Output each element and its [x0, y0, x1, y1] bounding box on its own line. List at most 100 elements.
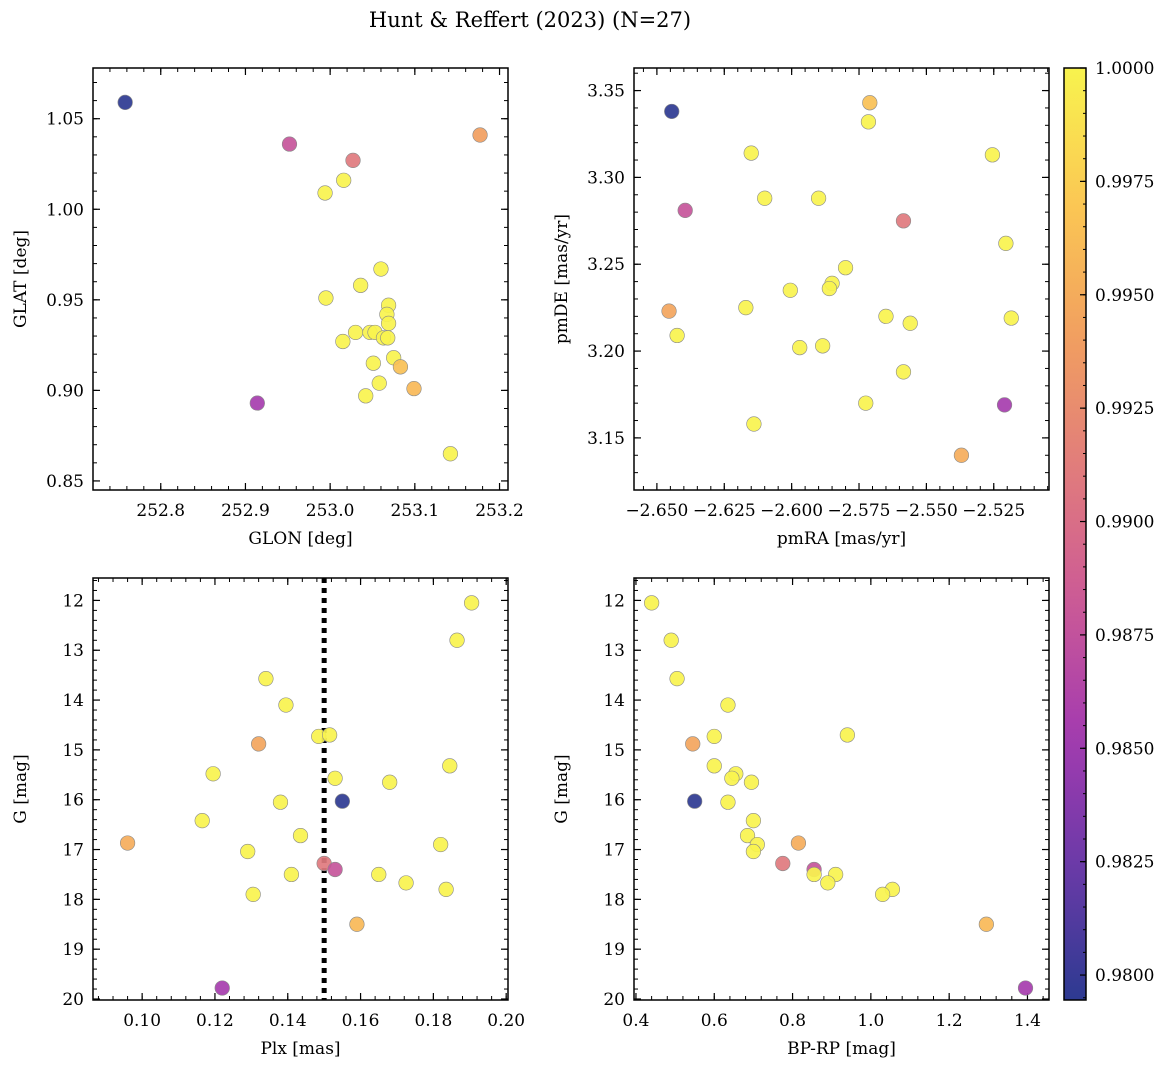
scatter-point: [438, 881, 454, 897]
y-tick-label: 3.20: [587, 342, 625, 362]
scatter-point: [706, 758, 722, 774]
scatter-point: [782, 282, 798, 298]
scatter-point: [322, 727, 338, 743]
y-tick-label: 19: [62, 940, 84, 960]
x-tick-label: −2.525: [962, 501, 1025, 521]
scatter-point: [334, 793, 350, 809]
colorbar-tick-label: 0.9850: [1095, 739, 1154, 759]
colorbar-tick-label: 0.9800: [1095, 966, 1154, 986]
scatter-point: [214, 980, 230, 996]
x-tick-label: −2.625: [693, 501, 756, 521]
x-axis-label: pmRA [mas/yr]: [777, 529, 906, 549]
y-tick-label: 20: [603, 990, 625, 1010]
y-tick-label: 0.90: [46, 381, 84, 401]
scatter-point: [745, 843, 762, 860]
scatter-point: [205, 766, 221, 782]
x-tick-label: 1.2: [936, 1011, 963, 1031]
scatter-point: [278, 697, 294, 713]
scatter-point: [1017, 980, 1034, 996]
y-tick-label: 13: [62, 641, 84, 661]
y-tick-label: 18: [603, 890, 625, 910]
scatter-point: [743, 145, 759, 161]
y-ticks: 12 13 14 15 16 17 18 19 20: [62, 591, 508, 1010]
scatter-point: [1003, 310, 1019, 326]
y-tick-label: 16: [62, 791, 84, 811]
x-tick-label: 253.2: [475, 501, 524, 521]
scatter-point: [119, 835, 136, 851]
scatter-point: [687, 793, 703, 809]
scatter-point: [724, 770, 740, 786]
x-tick-label: 0.20: [487, 1011, 525, 1031]
scatter-point: [358, 388, 374, 404]
y-tick-label: 12: [603, 591, 625, 611]
y-tick-label: 12: [62, 591, 84, 611]
x-ticks: −2.650 −2.625 −2.600 −2.575 −2.550 −2.525: [625, 68, 1025, 521]
scatter-point: [978, 916, 994, 932]
scatter-point: [258, 671, 274, 687]
scatter-point: [996, 397, 1013, 413]
scatter-point: [336, 172, 352, 188]
colorbar-tick-label: 0.9925: [1095, 399, 1154, 419]
scatter-point: [895, 364, 912, 380]
scatter-point: [194, 813, 210, 829]
x-axis-label: GLON [deg]: [248, 529, 352, 549]
x-ticks: 252.8 252.9 253.0 253.1 253.2: [136, 68, 524, 521]
scatter-point: [644, 595, 660, 611]
scatter-point: [815, 338, 831, 354]
scatter-point: [365, 355, 381, 371]
y-tick-label: 17: [62, 841, 84, 861]
y-tick-label: 3.25: [587, 255, 625, 275]
scatter-point: [349, 916, 365, 932]
scatter-point: [472, 127, 488, 143]
scatter-point: [433, 836, 449, 853]
scatter-points: [661, 95, 1019, 463]
scatter-point: [398, 875, 414, 891]
scatter-point: [382, 774, 398, 790]
y-axis-label: GLAT [deg]: [11, 230, 31, 328]
y-axis-label: G [mag]: [11, 754, 31, 823]
scatter-point: [327, 770, 343, 786]
scatter-point: [442, 758, 458, 774]
scatter-point: [839, 727, 855, 743]
colorbar-bar: [1063, 67, 1087, 1001]
scatter-point: [292, 827, 309, 844]
y-tick-label: 0.95: [46, 291, 84, 311]
y-tick-label: 3.35: [587, 82, 625, 102]
x-ticks: 0.10 0.12 0.14 0.16 0.18 0.20: [123, 578, 525, 1031]
scatter-point: [345, 152, 361, 168]
scatter-point: [661, 303, 677, 319]
y-tick-label: 15: [62, 741, 84, 761]
y-tick-label: 0.85: [46, 472, 84, 492]
scatter-point: [775, 855, 791, 872]
x-tick-label: 0.16: [342, 1011, 380, 1031]
x-tick-label: 0.4: [622, 1011, 649, 1031]
y-tick-label: 1.00: [46, 200, 84, 220]
scatter-point: [272, 794, 289, 810]
colorbar-tick-label: 0.9875: [1095, 626, 1154, 646]
panel-2: −2.650 −2.625 −2.600 −2.575 −2.550 −2.5253.15…: [552, 67, 1050, 549]
scatter-point: [380, 315, 397, 331]
scatter-point: [743, 774, 760, 790]
scatter-point: [317, 185, 333, 201]
scatter-point: [335, 333, 351, 350]
panel-frame: [92, 67, 509, 491]
x-axis-label: Plx [mas]: [260, 1039, 340, 1059]
scatter-point: [669, 327, 685, 344]
colorbar-tick-label: 1.0000: [1095, 59, 1154, 79]
x-tick-label: 0.18: [414, 1011, 452, 1031]
scatter-point: [810, 190, 827, 206]
scatter-point: [371, 375, 387, 391]
x-tick-label: 0.12: [196, 1011, 234, 1031]
scatter-points: [119, 595, 480, 996]
scatter-point: [862, 95, 878, 111]
y-tick-label: 3.15: [587, 429, 625, 449]
panel-4: 0.4 0.6 0.8 1.0 1.2 1.4 12 13 14 15 16 17 18 19 20 BP-R…: [552, 577, 1050, 1059]
panel-1: 252.8 252.9 253.0 253.1 253.2 0.85 0.90 0.95 1.0…: [11, 67, 524, 549]
x-tick-label: 0.10: [123, 1011, 161, 1031]
colorbar: 0.9800 0.9825 0.9850 0.9875 0.9900 0.9925 0.99…: [1063, 59, 1154, 1001]
scatter-point: [371, 866, 387, 883]
y-ticks: 12 13 14 15 16 17 18 19 20: [603, 591, 1049, 1010]
scatter-point: [117, 94, 133, 111]
y-tick-label: 16: [603, 791, 625, 811]
